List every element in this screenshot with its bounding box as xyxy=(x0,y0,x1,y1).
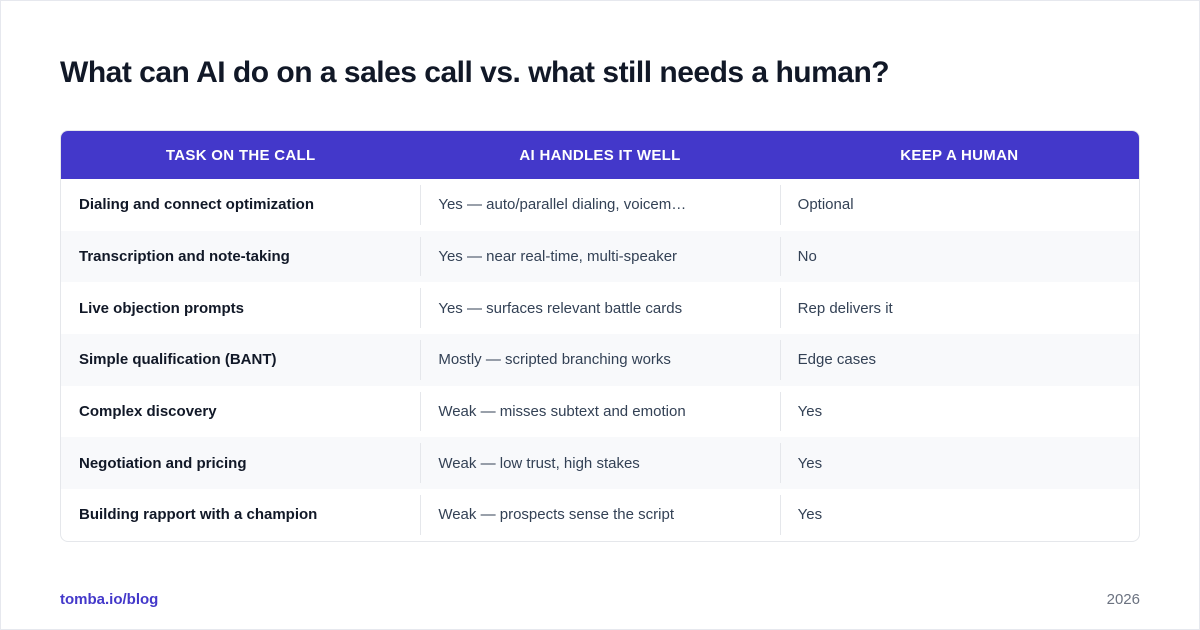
column-header-task: TASK ON THE CALL xyxy=(165,146,316,164)
task-cell: Building rapport with a champion xyxy=(79,506,318,524)
table-row: Complex discovery Weak — misses subtext … xyxy=(61,386,1139,438)
ai-cell: Mostly — scripted branching works xyxy=(420,334,779,386)
column-header-ai: AI HANDLES IT WELL xyxy=(519,146,681,164)
task-cell: Negotiation and pricing xyxy=(79,454,247,472)
task-cell: Dialing and connect optimization xyxy=(79,196,315,214)
table-row: Live objection prompts Yes — surfaces re… xyxy=(61,282,1139,334)
task-cell: Live objection prompts xyxy=(79,299,245,317)
human-cell: Edge cases xyxy=(779,334,1139,386)
task-cell: Transcription and note-taking xyxy=(79,248,290,266)
task-cell: Complex discovery xyxy=(79,403,217,421)
comparison-table: TASK ON THE CALL AI HANDLES IT WELL KEEP… xyxy=(60,130,1140,542)
ai-cell: Weak — low trust, high stakes xyxy=(420,437,779,489)
human-cell: Rep delivers it xyxy=(779,282,1139,334)
human-cell: Yes xyxy=(779,386,1139,438)
human-cell: Yes xyxy=(779,489,1139,541)
ai-cell: Yes — auto/parallel dialing, voicemail d… xyxy=(420,179,779,231)
page-title: What can AI do on a sales call vs. what … xyxy=(60,56,890,89)
table-row: Simple qualification (BANT) Mostly — scr… xyxy=(61,334,1139,386)
ai-cell: Weak — prospects sense the script xyxy=(420,489,779,541)
human-cell: Yes xyxy=(779,437,1139,489)
ai-cell: Weak — misses subtext and emotion xyxy=(420,386,779,438)
human-cell: No xyxy=(779,231,1139,283)
human-cell: Optional xyxy=(779,179,1139,231)
table-row: Building rapport with a champion Weak — … xyxy=(61,489,1139,541)
table-row: Negotiation and pricing Weak — low trust… xyxy=(61,437,1139,490)
blog-link[interactable]: tomba.io/blog xyxy=(60,591,159,608)
ai-cell: Yes — surfaces relevant battle cards xyxy=(420,282,779,334)
column-header-human: KEEP A HUMAN xyxy=(900,146,1019,164)
year-label: 2026 xyxy=(1106,591,1140,608)
table-row: Dialing and connect optimization Yes — a… xyxy=(61,179,1139,231)
table-row: Transcription and note-taking Yes — near… xyxy=(61,230,1139,283)
task-cell: Simple qualification (BANT) xyxy=(79,351,277,369)
table-header: TASK ON THE CALL AI HANDLES IT WELL KEEP… xyxy=(61,131,1139,179)
ai-cell: Yes — near real-time, multi-speaker xyxy=(420,231,779,283)
